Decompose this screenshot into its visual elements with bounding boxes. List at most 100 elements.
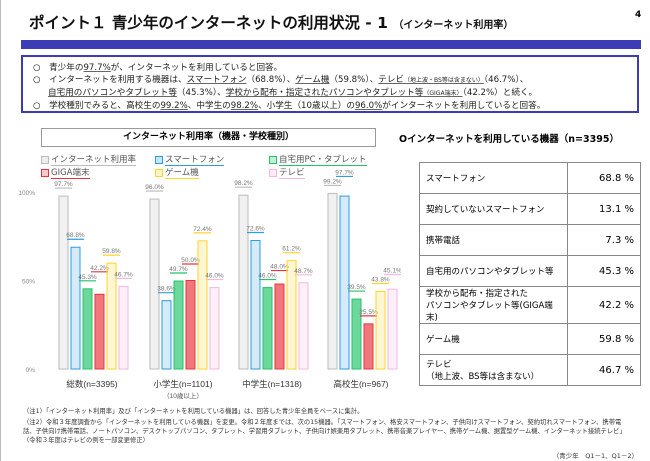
summary-line-4: ○ 学校種別でみると、高校生の99.2%、中学生の98.2%、小学生（10歳以上… <box>33 101 546 111</box>
bar <box>351 298 362 370</box>
device-value: 68.8 % <box>567 162 641 194</box>
source-note: （青少年 Q1－1、Q1－2） <box>552 452 638 460</box>
legend-swatch <box>155 168 163 177</box>
device-label: 携帯電話 <box>419 224 568 256</box>
bar <box>70 246 81 370</box>
legend-swatch <box>269 168 277 177</box>
device-row: スマートフォン 68.8 % <box>419 162 641 194</box>
note-2: （注2）令和３年度調査から「インターネットを利用している機器」を変更。令和２年度… <box>23 419 626 444</box>
data-label: 45.3% <box>78 274 97 281</box>
data-label: 97.7% <box>54 181 73 188</box>
note-1: （注1）「インターネット利用率」及び「インターネットを利用している機器」は、回答… <box>23 408 364 415</box>
bar <box>327 192 338 370</box>
data-label: 98.2% <box>234 180 253 187</box>
footnotes: （注1）「インターネット利用率」及び「インターネットを利用している機器」は、回答… <box>23 407 633 445</box>
legend-item: ゲーム機 <box>155 166 199 179</box>
data-label: 46.0% <box>258 273 277 280</box>
bar <box>387 288 398 370</box>
title-main: ポイント１ 青少年のインターネットの利用状況 - 1 <box>29 14 388 32</box>
device-value: 46.7 % <box>567 354 641 386</box>
data-label: 61.2% <box>282 246 301 253</box>
y-tick-label: 0% <box>26 367 36 374</box>
data-label: 48.0% <box>270 264 289 271</box>
bar <box>274 283 285 370</box>
y-tick-label: 50% <box>22 279 35 286</box>
summary-line-1: ○ 青少年の97.7%が、インターネットを利用していると回答。 <box>33 63 283 73</box>
device-label: 契約していないスマートフォン <box>419 193 568 225</box>
bar <box>339 195 350 370</box>
bar <box>118 285 129 370</box>
bar <box>262 287 273 370</box>
device-value: 45.3 % <box>567 255 641 287</box>
device-row: テレビ （地上波、BS等は含まない） 46.7 % <box>419 354 641 386</box>
device-value: 7.3 % <box>567 224 641 256</box>
devices-table: スマートフォン 68.8 % 契約していないスマートフォン 13.1 % 携帯電話 7.3… <box>419 162 641 386</box>
legend-label: インターネット利用率 <box>51 155 137 166</box>
device-value: 59.8 % <box>567 323 641 355</box>
data-label: 68.8% <box>66 232 85 239</box>
data-label: 45.1% <box>383 267 401 274</box>
bar <box>238 194 249 370</box>
legend-item: スマートフォン <box>155 153 225 166</box>
y-tick-label: 100% <box>18 190 35 197</box>
bar <box>250 239 261 370</box>
legend-label: テレビ <box>279 168 305 179</box>
bar <box>209 287 220 370</box>
device-label: ゲーム機 <box>419 323 568 355</box>
legend-label: スマートフォン <box>165 155 225 166</box>
title-underline-bar <box>21 40 641 49</box>
data-label: 96.0% <box>145 184 164 191</box>
bar-chart: 0% 50% 100% 97.7% 68.8% 45.3% 42.2% 59.8% 46.7% 総… <box>18 169 401 400</box>
device-row: 契約していないスマートフォン 13.1 % <box>419 193 641 225</box>
legend-label: GIGA端末 <box>51 168 90 179</box>
legend-swatch <box>41 155 49 164</box>
device-row: ゲーム機 59.8 % <box>419 323 641 355</box>
legend-item: 自宅用PC・タブレット <box>269 153 367 166</box>
data-label: 99.2% <box>323 178 342 185</box>
page-number: 4 <box>635 10 642 20</box>
page-title: ポイント１ 青少年のインターネットの利用状況 - 1 （インターネット利用率） <box>29 11 513 33</box>
data-label: 25.5% <box>359 309 378 316</box>
data-label: 48.7% <box>294 268 313 275</box>
data-label: 50.0% <box>181 257 200 264</box>
data-label: 46.7% <box>114 271 133 278</box>
device-label: テレビ （地上波、BS等は含まない） <box>419 354 568 386</box>
bar <box>197 240 208 370</box>
category-label: 総数(n=3395) <box>66 379 117 389</box>
devices-title: Oインターネットを利用している機器（n=3395） <box>399 134 619 145</box>
bar <box>375 290 386 370</box>
device-row: 学校から配布・指定された パソコンやタブレット等(GIGA端末) 42.2 % <box>419 286 641 324</box>
legend-item: テレビ <box>269 166 305 179</box>
legend-swatch <box>269 155 277 164</box>
summary-line-3: 自宅用のパソコンやタブレット等（45.3%）、学校から配布・指定されたパソコンや… <box>48 88 538 98</box>
device-label: スマートフォン <box>419 162 568 194</box>
category-label: 小学生(n=1101) <box>153 379 212 389</box>
device-value: 13.1 % <box>567 193 641 225</box>
device-label: 学校から配布・指定された パソコンやタブレット等(GIGA端末) <box>419 286 568 324</box>
legend-item: GIGA端末 <box>41 166 90 179</box>
bar <box>298 282 309 370</box>
bar <box>94 293 105 370</box>
title-sub: （インターネット利用率） <box>393 20 514 31</box>
device-row: 自宅用のパソコンやタブレット等 45.3 % <box>419 255 641 287</box>
legend-label: ゲーム機 <box>165 168 199 179</box>
bar <box>106 262 117 370</box>
data-label: 97.7% <box>335 169 354 176</box>
device-label: 自宅用のパソコンやタブレット等 <box>419 255 568 287</box>
category-label: 中学生(n=1318) <box>242 379 302 389</box>
bar <box>149 198 160 370</box>
bar <box>185 280 196 370</box>
data-label: 49.7% <box>169 266 188 273</box>
data-label: 39.5% <box>347 284 366 291</box>
bar <box>173 280 184 370</box>
bar <box>363 323 374 370</box>
data-label: 72.6% <box>246 225 265 232</box>
legend-swatch <box>41 168 49 177</box>
legend-label: 自宅用PC・タブレット <box>279 155 367 166</box>
bar <box>286 260 297 370</box>
category-note: （10歳以上） <box>163 391 203 400</box>
summary-box: ○ 青少年の97.7%が、インターネットを利用していると回答。 ○ インターネッ… <box>21 55 639 113</box>
bar <box>82 288 93 370</box>
data-label: 72.4% <box>193 226 212 233</box>
